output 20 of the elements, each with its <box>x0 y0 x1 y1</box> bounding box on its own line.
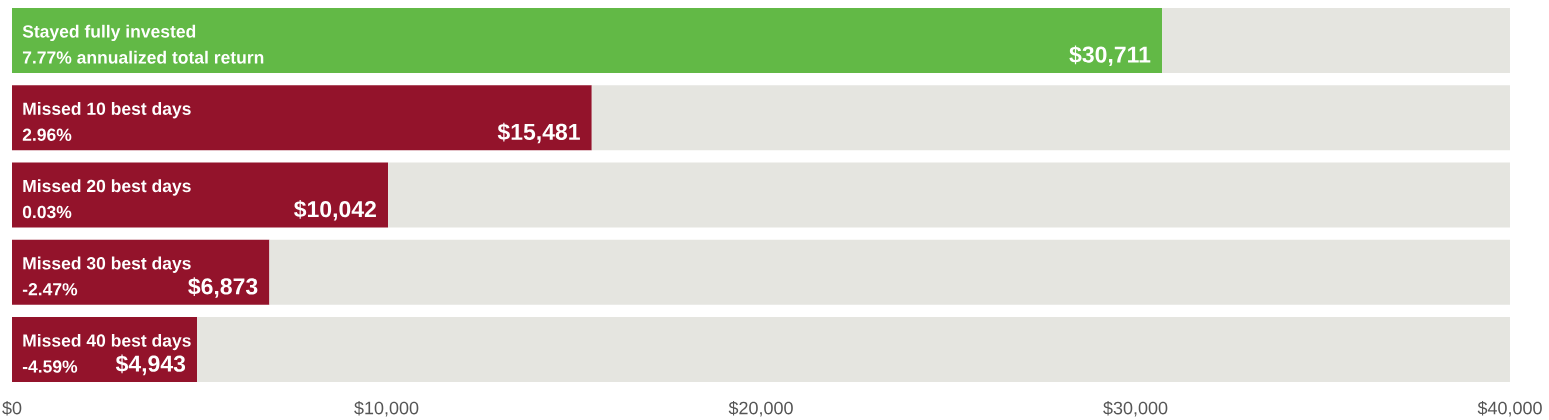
annotation: 7.77% annualized total return <box>22 50 264 64</box>
x-tick-label: $30,000 <box>1103 400 1168 417</box>
data-label: $6,873 <box>188 277 258 298</box>
y-tick-label: Missed 40 best days <box>23 333 191 351</box>
annotation: -2.47% <box>22 283 78 296</box>
x-tick-label: $40,000 <box>1477 400 1542 417</box>
y-tick-label: Missed 10 best days <box>23 102 191 119</box>
y-tick-label: Stayed fully invested <box>22 24 196 42</box>
x-tick-label: $20,000 <box>728 400 793 417</box>
x-tick-label: $0 <box>2 400 22 416</box>
y-tick-label: Missed 30 best days <box>23 256 191 273</box>
x-tick-label: $10,000 <box>354 400 419 417</box>
y-tick-label: Missed 20 best days <box>23 179 191 196</box>
data-label: $10,042 <box>294 199 376 221</box>
data-label: $4,943 <box>115 354 186 376</box>
annotation: 0.03% <box>22 205 72 219</box>
annotation: -4.59% <box>22 360 78 373</box>
data-label: $15,481 <box>497 122 580 144</box>
annotation: 2.96% <box>22 128 72 141</box>
data-label: $30,711 <box>1069 45 1151 67</box>
